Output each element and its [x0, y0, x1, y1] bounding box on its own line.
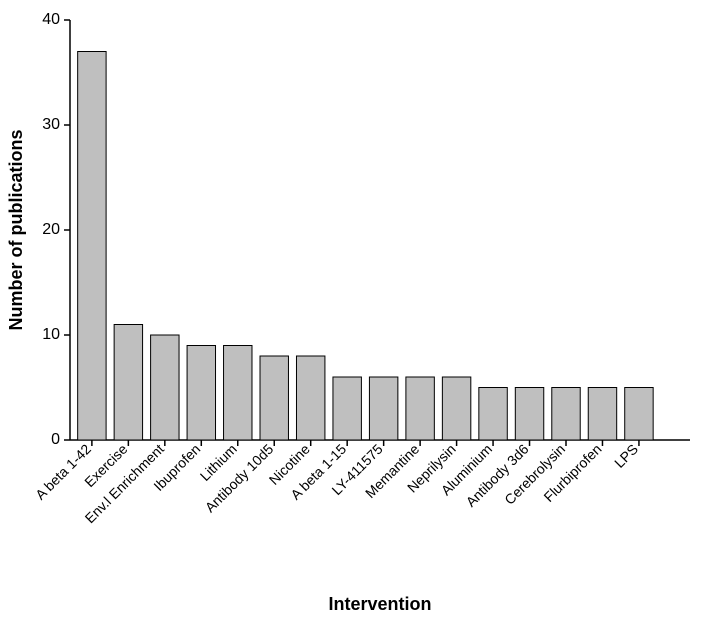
bar [333, 377, 361, 440]
bar [552, 388, 580, 441]
bar [187, 346, 215, 441]
bar [625, 388, 653, 441]
bar [296, 356, 324, 440]
bar [479, 388, 507, 441]
x-axis-label: Intervention [328, 594, 431, 614]
y-tick-label: 40 [42, 11, 60, 28]
bar [369, 377, 397, 440]
bar [114, 325, 142, 441]
bar [515, 388, 543, 441]
y-axis-label: Number of publications [6, 129, 26, 330]
bar [260, 356, 288, 440]
chart-svg: 010203040Number of publicationsA beta 1-… [0, 0, 709, 626]
bar [442, 377, 470, 440]
bar [406, 377, 434, 440]
bar [224, 346, 252, 441]
y-tick-label: 10 [42, 326, 60, 343]
y-tick-label: 0 [51, 431, 60, 448]
y-tick-label: 20 [42, 221, 60, 238]
bar [588, 388, 616, 441]
y-tick-label: 30 [42, 116, 60, 133]
bar [151, 335, 179, 440]
bar-chart: 010203040Number of publicationsA beta 1-… [0, 0, 709, 626]
bar [78, 52, 106, 441]
